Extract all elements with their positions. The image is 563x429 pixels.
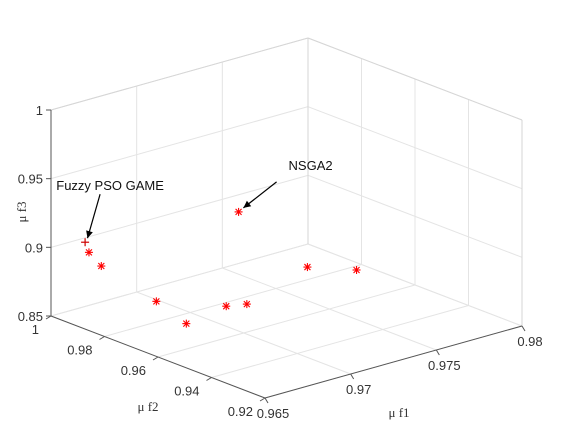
marker-stroke — [243, 300, 251, 308]
marker-stroke — [353, 266, 360, 274]
data-point-star — [234, 207, 243, 216]
grid-line — [211, 305, 469, 378]
z-tick-label: 1 — [36, 103, 43, 118]
annotations: Fuzzy PSO GAME NSGA2 — [56, 158, 333, 239]
grid-line — [307, 174, 523, 258]
y-tick-label: 0.98 — [67, 343, 92, 358]
annotation-label: Fuzzy PSO GAME — [56, 178, 164, 193]
z-tick-label: 0.9 — [25, 240, 43, 255]
data-point-star — [97, 262, 106, 271]
grid-line — [307, 106, 523, 190]
y-tick-label: 1 — [32, 322, 39, 337]
data-point-plus — [81, 238, 90, 247]
box-edge — [50, 37, 309, 111]
data-point-star — [152, 297, 161, 306]
annotation-arrow-line — [86, 194, 101, 239]
x-tick-mark — [264, 397, 269, 404]
data-point-star — [352, 265, 361, 274]
x-tick-label: 0.965 — [257, 406, 290, 421]
marker-stroke — [222, 302, 230, 310]
annotation-0: Fuzzy PSO GAME — [56, 178, 164, 239]
x-tick-mark — [521, 325, 526, 332]
marker-stroke — [97, 262, 105, 270]
data-points — [81, 207, 361, 328]
x-tick-label: 0.975 — [428, 358, 461, 373]
grid-lines — [50, 37, 523, 399]
annotation-label: NSGA2 — [289, 158, 333, 173]
x-tick-mark — [350, 373, 355, 380]
y-axis-label: μ f2 — [137, 399, 158, 414]
marker-stroke — [304, 263, 311, 271]
box-edge — [307, 37, 523, 121]
data-point-star — [303, 263, 312, 272]
x-axis-label: μ f1 — [388, 405, 409, 420]
data-point-star — [222, 302, 231, 311]
data-point-star — [84, 248, 93, 257]
y-tick-mark — [99, 336, 105, 340]
grid-line — [50, 174, 309, 248]
data-point-star — [182, 319, 191, 328]
marker-stroke — [182, 320, 190, 328]
y-tick-mark — [152, 356, 159, 361]
y-tick-mark — [259, 397, 266, 402]
grid-line — [50, 106, 309, 180]
y-tick-label: 0.96 — [121, 363, 146, 378]
x-tick-mark — [435, 349, 440, 356]
annotation-arrowhead — [86, 230, 93, 239]
y-tick-mark — [206, 377, 212, 381]
grid-line — [307, 243, 523, 327]
x-tick-label: 0.97 — [346, 382, 371, 397]
annotation-arrowhead — [243, 200, 252, 208]
grid-line — [50, 243, 309, 317]
marker-stroke — [85, 248, 93, 256]
x-tick-label: 0.98 — [517, 334, 542, 349]
annotation-1: NSGA2 — [243, 158, 333, 209]
z-axis-label: μ f3 — [14, 201, 29, 222]
marker-stroke — [235, 208, 242, 216]
z-tick-label: 0.85 — [18, 309, 43, 324]
marker-stroke — [152, 297, 160, 305]
y-tick-label: 0.94 — [174, 384, 199, 399]
grid-line — [104, 264, 362, 337]
x-axis-line — [264, 325, 523, 399]
tick-labels: 0.9650.970.9750.980.920.940.960.9810.850… — [18, 103, 543, 421]
grid-line — [157, 284, 416, 358]
data-point-star — [242, 300, 251, 309]
z-tick-label: 0.95 — [18, 172, 43, 187]
y-tick-label: 0.92 — [228, 404, 253, 419]
